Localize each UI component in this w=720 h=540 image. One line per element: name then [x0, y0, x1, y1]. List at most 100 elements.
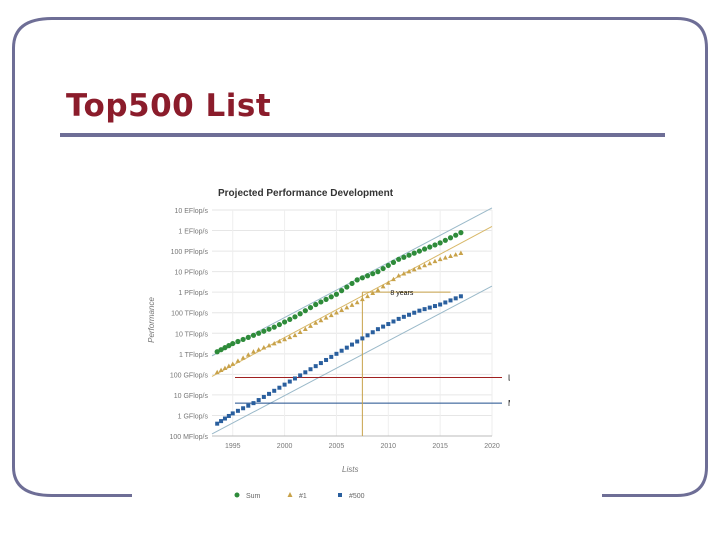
sum-point — [222, 345, 228, 351]
sum-point — [406, 252, 412, 258]
top500-point — [324, 357, 329, 362]
sum-point — [281, 319, 288, 325]
top1-point — [297, 329, 303, 335]
top500-point — [453, 296, 458, 301]
sum-point — [427, 244, 433, 250]
top500-point — [350, 342, 354, 347]
top500-point — [412, 310, 417, 315]
slide-frame — [12, 17, 708, 497]
top1-point — [318, 317, 324, 323]
top1-point — [437, 256, 443, 262]
top500-point — [329, 354, 334, 359]
sum-point — [318, 299, 324, 305]
y-tick-label: 100 PFlop/s — [171, 249, 209, 256]
top1-point — [226, 363, 232, 368]
top1-point — [458, 250, 464, 255]
x-tick-label: 2015 — [432, 443, 448, 450]
title-rule — [60, 133, 665, 137]
sum-point — [235, 338, 241, 345]
top1-point — [422, 262, 427, 268]
top1-point — [256, 347, 262, 352]
top500-point — [230, 411, 235, 416]
top1-point — [417, 264, 422, 270]
top500-point — [432, 304, 437, 309]
sum-point — [307, 304, 314, 311]
top500-point — [458, 294, 463, 299]
top500-point — [391, 319, 396, 324]
top1-point — [406, 269, 412, 274]
sum-point — [396, 256, 402, 262]
sum-point — [245, 334, 251, 340]
sum-point — [266, 326, 272, 332]
sum-point — [230, 340, 236, 347]
top1-point — [261, 345, 267, 350]
top500-point — [222, 416, 227, 421]
top1-point — [375, 287, 381, 292]
sum-point — [240, 336, 246, 343]
top1-point — [292, 332, 298, 338]
sum-point — [421, 246, 428, 252]
trend-line — [211, 285, 493, 435]
top1-point — [323, 315, 329, 320]
sum-point — [447, 235, 454, 241]
sum-point — [416, 248, 423, 254]
top500-point — [386, 322, 391, 327]
top1-point — [349, 302, 355, 307]
top1-point — [302, 326, 308, 331]
performance-chart: Projected Performance Development 10 EFlo… — [147, 188, 510, 500]
x-tick-label: 2000 — [277, 443, 293, 450]
top500-point — [215, 421, 220, 426]
sum-point — [226, 343, 232, 349]
top500-point — [365, 333, 370, 338]
slide-title: Top500 List — [66, 88, 272, 124]
top500-point — [226, 413, 231, 418]
top1-point — [277, 338, 282, 344]
top500-point — [298, 373, 303, 378]
top500-point — [282, 382, 287, 387]
top500-point — [241, 406, 246, 411]
top500-point — [401, 314, 406, 319]
top500-point — [417, 308, 422, 313]
y-tick-label: 100 MFlop/s — [169, 434, 208, 441]
sum-point — [411, 250, 417, 256]
y-tick-label: 1 TFlop/s — [179, 352, 209, 359]
sum-point — [297, 311, 303, 317]
top1-point — [222, 365, 228, 370]
sum-point — [401, 254, 407, 260]
sum-point — [364, 273, 371, 279]
top500-point — [355, 339, 360, 344]
top500-point — [256, 398, 261, 403]
sum-point — [218, 347, 224, 353]
y-tick-label: 1 GFlop/s — [178, 413, 209, 420]
top1-point — [385, 280, 391, 285]
sum-point — [287, 316, 293, 323]
top1-point — [328, 312, 334, 318]
top500-point — [272, 388, 277, 393]
top500-point — [438, 302, 443, 307]
top1-point — [370, 290, 376, 296]
x-tick-label: 2010 — [381, 443, 397, 450]
top1-point — [432, 258, 438, 264]
top1-point — [401, 271, 407, 276]
top1-point — [427, 260, 433, 266]
top500-point — [360, 336, 365, 341]
top500-point — [251, 401, 256, 406]
top1-point — [411, 266, 417, 272]
top1-point — [442, 255, 448, 260]
top500-point — [370, 330, 375, 335]
sum-point — [380, 265, 386, 272]
top1-point — [240, 355, 246, 360]
top1-point — [344, 304, 350, 310]
mobile-label: Mobile phone 4 GFlop/s — [508, 399, 510, 408]
sum-point — [359, 275, 365, 281]
top1-point — [251, 349, 256, 354]
sum-point — [453, 232, 459, 238]
top1-point — [235, 358, 241, 363]
top1-point — [334, 310, 339, 315]
top1-point — [354, 299, 360, 305]
legend-label: Sum — [246, 493, 261, 500]
top1-point — [391, 276, 396, 282]
sum-point — [458, 230, 464, 236]
sum-point — [437, 240, 443, 246]
sum-point — [323, 296, 329, 302]
